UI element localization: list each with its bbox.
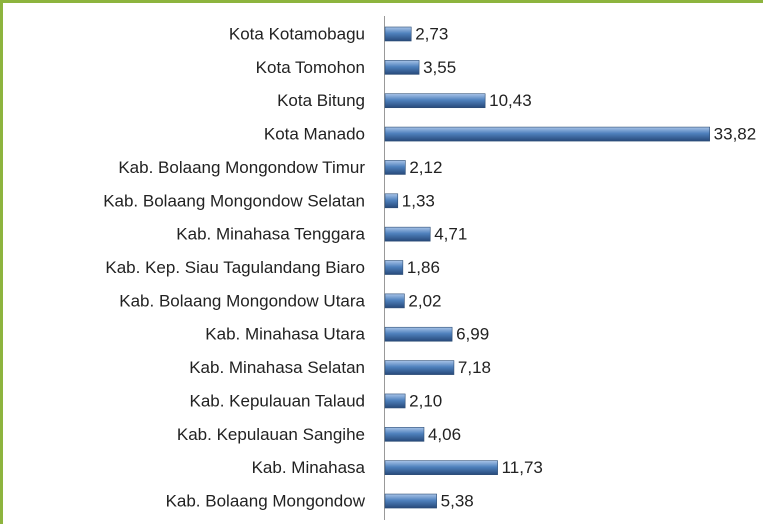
bar (384, 26, 412, 42)
y-tick-label: Kab. Bolaang Mongondow Utara (119, 291, 365, 310)
bar (384, 326, 453, 342)
bar (384, 226, 431, 242)
y-tick-label: Kab. Bolaang Mongondow (166, 492, 366, 511)
bar (384, 126, 710, 142)
data-label: 4,71 (434, 225, 467, 244)
data-label: 1,33 (402, 191, 435, 210)
y-tick-label: Kab. Kepulauan Talaud (189, 391, 365, 410)
data-label: 2,73 (415, 24, 448, 43)
y-tick-label: Kab. Minahasa (252, 458, 366, 477)
data-label: 2,02 (408, 291, 441, 310)
bar (384, 460, 498, 475)
data-label: 6,99 (456, 325, 489, 344)
bar (384, 93, 486, 109)
data-label: 7,18 (458, 358, 491, 377)
bar (384, 260, 404, 275)
data-label: 10,43 (489, 91, 532, 110)
y-tick-label: Kota Bitung (277, 91, 365, 110)
data-label: 2,12 (409, 158, 442, 177)
y-tick-label: Kab. Kepulauan Sangihe (177, 425, 365, 444)
y-tick-label: Kota Kotamobagu (229, 24, 365, 43)
y-tick-label: Kab. Bolaang Mongondow Timur (118, 158, 365, 177)
bar (384, 293, 405, 309)
data-label: 3,55 (423, 58, 456, 77)
bar (384, 493, 437, 509)
data-label: 5,38 (441, 492, 474, 511)
bar (384, 393, 406, 409)
bar (384, 360, 455, 375)
bar (384, 427, 425, 442)
bar (384, 160, 406, 175)
y-tick-label: Kab. Bolaang Mongondow Selatan (103, 191, 365, 210)
bar (384, 60, 420, 75)
y-tick-label: Kota Tomohon (256, 58, 365, 77)
y-tick-label: Kab. Minahasa Utara (205, 325, 365, 344)
data-label: 2,10 (409, 391, 442, 410)
y-tick-label: Kota Manado (264, 125, 365, 144)
data-label: 1,86 (407, 258, 440, 277)
data-label: 4,06 (428, 425, 461, 444)
data-label: 11,73 (502, 458, 543, 477)
y-tick-label: Kab. Kep. Siau Tagulandang Biaro (105, 258, 365, 277)
bar (384, 193, 399, 209)
y-tick-label: Kab. Minahasa Tenggara (176, 225, 365, 244)
data-label: 33,82 (714, 125, 757, 144)
y-tick-label: Kab. Minahasa Selatan (189, 358, 365, 377)
